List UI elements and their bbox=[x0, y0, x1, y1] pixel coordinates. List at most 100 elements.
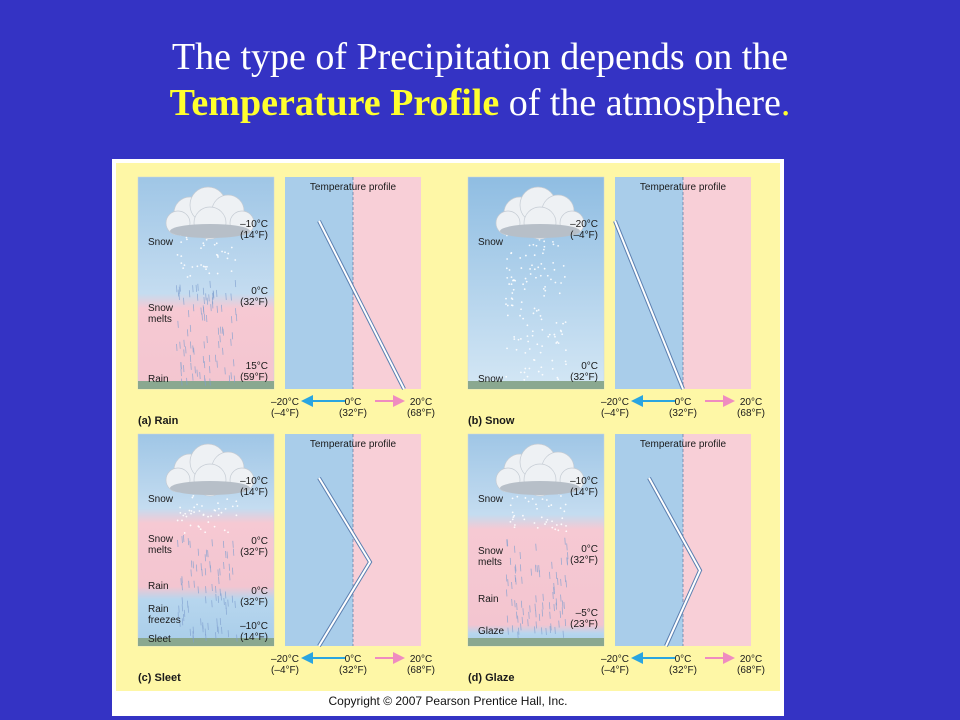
snowflake bbox=[555, 342, 558, 344]
axis-right-c: 20°C bbox=[740, 654, 762, 665]
raindrop bbox=[205, 586, 207, 594]
raindrop bbox=[202, 625, 204, 633]
raindrop bbox=[179, 284, 181, 292]
snowflake bbox=[506, 314, 509, 317]
raindrop bbox=[221, 326, 224, 334]
axis-right-f: (68°F) bbox=[407, 408, 435, 419]
layer-label: Snow bbox=[478, 374, 504, 385]
snowflake bbox=[540, 516, 543, 519]
raindrop bbox=[542, 602, 544, 610]
snowflake bbox=[217, 514, 220, 517]
layer-temp-f: (14°F) bbox=[240, 487, 268, 498]
raindrop bbox=[555, 598, 558, 606]
raindrop bbox=[209, 378, 211, 386]
axis-right-f: (68°F) bbox=[737, 408, 765, 419]
raindrop bbox=[199, 371, 201, 380]
snowflake bbox=[517, 338, 520, 341]
raindrop bbox=[181, 583, 183, 591]
raindrop bbox=[555, 571, 558, 579]
raindrop bbox=[209, 280, 211, 288]
snowflake bbox=[510, 252, 512, 255]
cloud-base bbox=[500, 481, 580, 495]
raindrop bbox=[535, 621, 537, 629]
temperature-profile-line bbox=[318, 220, 405, 390]
snowflake bbox=[217, 507, 220, 510]
raindrop bbox=[195, 284, 197, 292]
raindrop bbox=[553, 587, 555, 595]
layer-temp-f: (32°F) bbox=[240, 597, 268, 608]
snowflake bbox=[204, 266, 207, 268]
axis-mid-c: 0°C bbox=[675, 397, 692, 408]
raindrop bbox=[534, 603, 536, 611]
raindrop bbox=[215, 632, 217, 640]
raindrop bbox=[223, 561, 225, 570]
snowflake bbox=[519, 338, 522, 340]
snowflake bbox=[185, 515, 188, 518]
raindrop bbox=[564, 537, 566, 545]
raindrop bbox=[196, 293, 199, 301]
snowflake bbox=[516, 495, 519, 498]
snowflake bbox=[227, 252, 230, 255]
raindrop bbox=[520, 600, 523, 608]
snowflake bbox=[505, 375, 508, 378]
layer-label: melts bbox=[148, 314, 172, 325]
snowflake bbox=[555, 322, 558, 324]
raindrop bbox=[563, 601, 565, 609]
snowflake bbox=[541, 345, 544, 348]
raindrop bbox=[204, 568, 207, 576]
snowflake bbox=[524, 254, 527, 257]
snowflake bbox=[564, 360, 567, 363]
raindrop bbox=[214, 354, 217, 362]
snowflake bbox=[564, 503, 567, 506]
snowflake bbox=[196, 503, 198, 506]
raindrop bbox=[209, 366, 211, 374]
snowflake bbox=[511, 511, 514, 514]
raindrop bbox=[200, 307, 202, 315]
raindrop bbox=[555, 602, 557, 610]
snowflake bbox=[551, 526, 554, 529]
raindrop bbox=[521, 576, 523, 584]
raindrop bbox=[192, 304, 195, 312]
layer-temp-c: –10°C bbox=[240, 476, 268, 487]
raindrop bbox=[223, 597, 225, 606]
snowflake bbox=[535, 309, 538, 312]
raindrop bbox=[205, 549, 208, 557]
snowflake bbox=[547, 505, 550, 508]
raindrop bbox=[202, 287, 205, 295]
snowflake bbox=[540, 366, 543, 369]
precipitation-figure: Snow –10°C (14°F) Snow melts 0°C (32°F) Rain 15°… bbox=[112, 159, 784, 716]
snowflake bbox=[179, 511, 182, 514]
snowflake bbox=[200, 264, 203, 266]
layer-label: Snow bbox=[478, 546, 504, 557]
layer-temp-f: (32°F) bbox=[240, 547, 268, 558]
snowflake bbox=[537, 266, 540, 269]
raindrop bbox=[183, 614, 185, 622]
snowflake bbox=[543, 245, 546, 248]
snowflake bbox=[217, 256, 219, 258]
snowflake bbox=[206, 265, 208, 268]
raindrop bbox=[208, 354, 211, 362]
snowflake bbox=[196, 265, 199, 268]
snowflake bbox=[554, 281, 557, 284]
snowflake bbox=[557, 342, 560, 345]
raindrop bbox=[206, 335, 208, 344]
axis-left-f: (–4°F) bbox=[271, 408, 299, 419]
layer-temp-c: –20°C bbox=[570, 219, 598, 230]
raindrop bbox=[187, 600, 189, 608]
snowflake bbox=[540, 262, 543, 265]
raindrop bbox=[519, 551, 521, 560]
raindrop bbox=[562, 630, 564, 638]
temperature-profile-line bbox=[648, 477, 702, 647]
raindrop bbox=[186, 377, 188, 385]
snowflake bbox=[215, 253, 218, 256]
profile-title: Temperature profile bbox=[640, 439, 727, 450]
snowflake bbox=[532, 312, 535, 315]
raindrop bbox=[212, 290, 215, 298]
layer-temp-c: 0°C bbox=[581, 544, 598, 555]
axis-left-c: –20°C bbox=[271, 654, 299, 665]
raindrop bbox=[180, 362, 182, 370]
snowflake bbox=[544, 289, 547, 292]
snowflake bbox=[186, 276, 189, 278]
snowflake bbox=[513, 279, 515, 282]
snowflake bbox=[536, 526, 539, 529]
